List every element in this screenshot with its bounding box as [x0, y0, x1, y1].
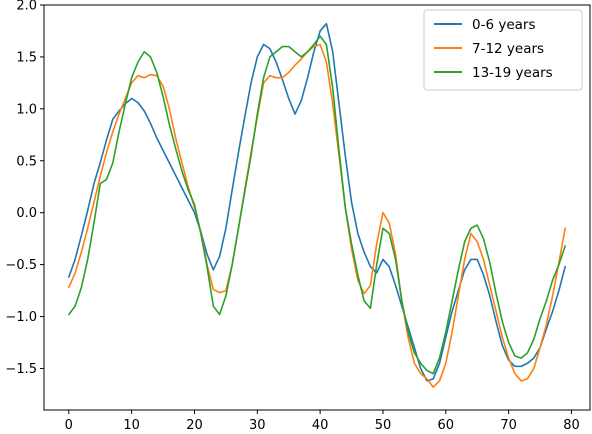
- legend-label-3: 13-19 years: [472, 65, 553, 81]
- y-tick-label: 0.5: [16, 154, 37, 169]
- series-line-3: [68, 35, 566, 375]
- series-layer: [68, 22, 566, 388]
- y-axis: −1.5 −1.0 −0.5 0.0 0.5 1.0 1.5 2.0: [5, 0, 44, 377]
- y-tick-label: 0.0: [16, 206, 37, 221]
- y-tick-label: 2.0: [16, 0, 37, 14]
- legend-label-1: 0-6 years: [472, 17, 536, 33]
- legend-label-2: 7-12 years: [472, 41, 544, 57]
- x-tick-label: 0: [65, 418, 73, 433]
- series-line-2: [68, 43, 566, 388]
- y-tick-label: −1.0: [5, 310, 37, 325]
- x-tick-label: 30: [249, 418, 266, 433]
- y-tick-label: −1.5: [5, 362, 37, 377]
- y-tick-label: 1.0: [16, 102, 37, 117]
- x-tick-label: 80: [563, 418, 580, 433]
- x-axis: 0 10 20 30 40 50 60 70 80: [65, 410, 580, 433]
- x-tick-label: 60: [438, 418, 455, 433]
- legend-box: [423, 9, 583, 91]
- x-tick-label: 40: [312, 418, 329, 433]
- x-tick-label: 20: [186, 418, 203, 433]
- x-tick-label: 50: [375, 418, 392, 433]
- plot-frame: [43, 4, 591, 411]
- x-tick-label: 10: [123, 418, 140, 433]
- legend: 0-6 years 7-12 years 13-19 years: [423, 9, 583, 91]
- y-tick-label: −0.5: [5, 258, 37, 273]
- x-tick-label: 70: [500, 418, 517, 433]
- y-tick-label: 1.5: [16, 50, 37, 65]
